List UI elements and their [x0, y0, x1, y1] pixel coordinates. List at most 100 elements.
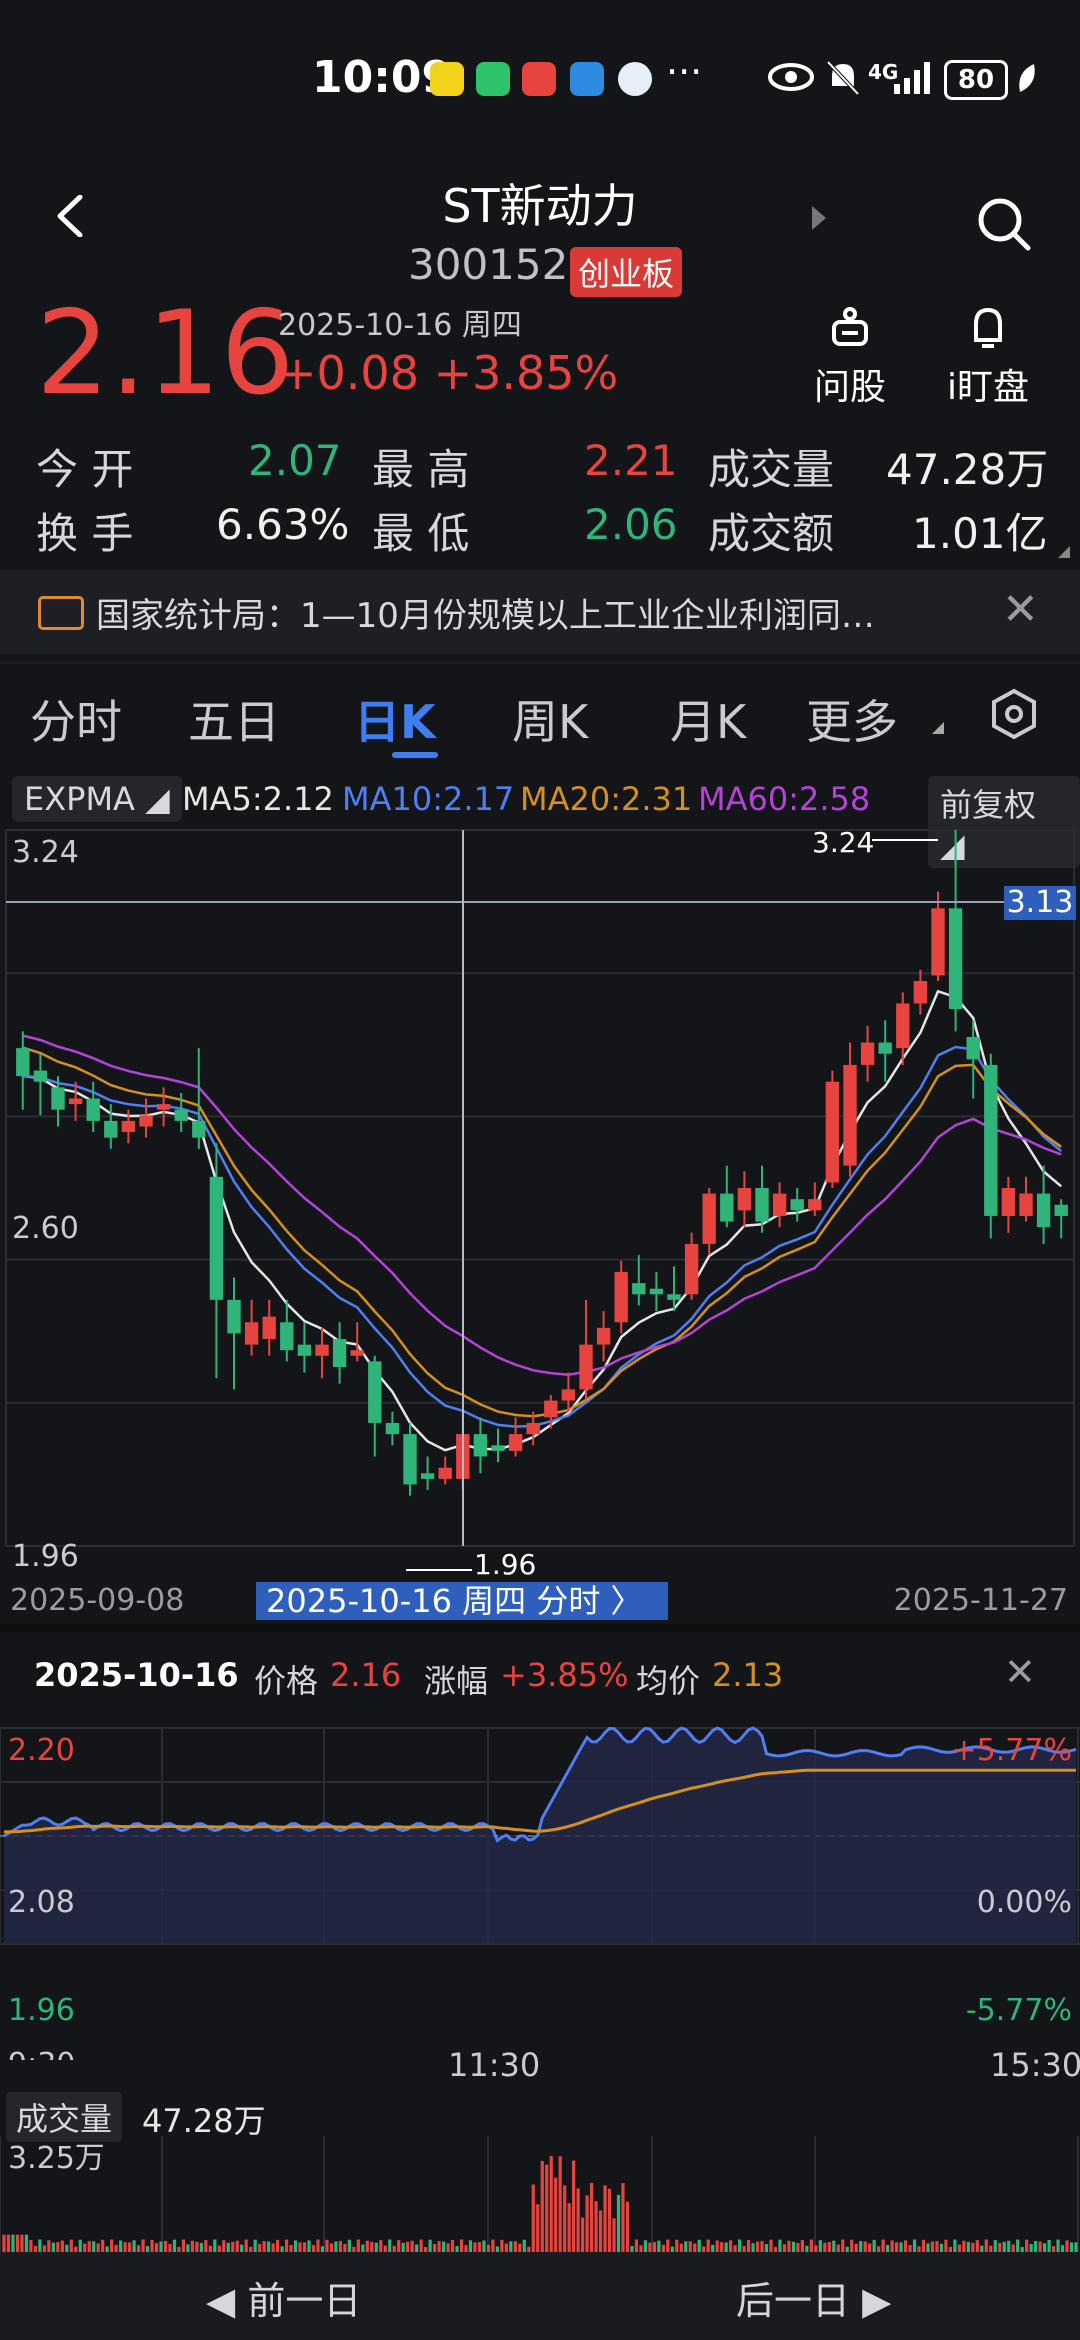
volume-bar: [231, 2241, 235, 2252]
intraday-chart[interactable]: 2.20 2.08 1.96 +5.77% 0.00% -5.77% 9:30: [0, 1720, 1080, 2060]
candle-body: [368, 1361, 382, 1423]
volume-bar: [868, 2243, 872, 2252]
high-label: 最 高: [372, 445, 470, 494]
volume-bar: [24, 2234, 29, 2252]
expand-corner-icon[interactable]: [1058, 546, 1070, 558]
volume-bar: [643, 2240, 648, 2252]
volume-bar: [737, 2239, 742, 2252]
ma20-value: MA20:2.31: [520, 780, 693, 818]
adjust-select[interactable]: 前复权 ◢: [928, 776, 1080, 868]
divider: [0, 1624, 1080, 1632]
intraday-change-label: 涨幅: [424, 1662, 489, 1700]
volume-bar: [244, 2239, 248, 2252]
candle-body: [790, 1199, 804, 1211]
settings-icon[interactable]: [988, 688, 1040, 740]
candle-body: [720, 1193, 734, 1222]
volume-bar: [760, 2240, 764, 2252]
volume-bar: [293, 2240, 298, 2252]
tab-weekly-k[interactable]: 周K: [512, 695, 589, 749]
volume-bar: [540, 2160, 544, 2252]
back-icon[interactable]: [50, 195, 92, 237]
ask-stock-label: 问股: [813, 367, 886, 408]
volume-bar: [29, 2240, 33, 2252]
crosshair-date-label[interactable]: 2025-10-16 周四 分时 〉: [266, 1582, 643, 1620]
volume-bar: [724, 2242, 728, 2252]
volume-bar: [872, 2239, 876, 2252]
volume-bar: [83, 2243, 87, 2252]
volume-bar: [827, 2241, 831, 2252]
volume-bar: [729, 2240, 733, 2252]
volume-bar: [464, 2245, 468, 2252]
candle-body: [244, 1322, 259, 1345]
next-stock-icon[interactable]: [812, 206, 826, 230]
open-value: 2.07: [248, 436, 342, 485]
y-left-low: 1.96: [8, 1993, 75, 2028]
volume-bar: [177, 2247, 181, 2252]
search-icon[interactable]: [976, 196, 1032, 252]
volume-bar: [33, 2245, 37, 2252]
next-day-button[interactable]: 后一日 ▶: [736, 2279, 892, 2323]
volume-bar: [720, 2242, 724, 2252]
volume-bar: [213, 2239, 217, 2252]
x-label-start: 2025-09-08: [10, 1583, 184, 1618]
candle-body: [350, 1350, 364, 1356]
news-text[interactable]: 国家统计局：1—10月份规模以上工业企业利润同…: [96, 596, 875, 636]
volume-bar: [136, 2245, 141, 2252]
volume-bar: [119, 2240, 123, 2252]
volume-bar: [778, 2239, 782, 2252]
volume-bar: [980, 2245, 984, 2252]
candle-body: [614, 1271, 628, 1323]
eye-icon: [768, 63, 814, 91]
ask-stock-button[interactable]: 问股: [790, 306, 910, 410]
adjust-label: 前复权: [940, 786, 1037, 824]
bell-icon: [974, 307, 1002, 348]
volume-bar: [432, 2244, 437, 2252]
candle-body: [931, 908, 945, 976]
news-banner[interactable]: [0, 570, 1080, 654]
prev-day-label: 前一日: [247, 2279, 362, 2323]
close-intraday-icon[interactable]: ✕: [1004, 1650, 1036, 1694]
close-icon[interactable]: ✕: [1002, 584, 1039, 635]
tab-daily-k[interactable]: 日K: [354, 695, 436, 749]
intraday-avg-label: 均价: [636, 1662, 701, 1700]
amount-value: 1.01亿: [912, 509, 1048, 558]
candle-body: [948, 908, 963, 1009]
volume-bar: [51, 2242, 55, 2252]
volume-bar: [468, 2240, 473, 2252]
tab-intraday[interactable]: 分时: [30, 695, 122, 749]
volume-bar: [208, 2245, 212, 2252]
candle-body: [68, 1098, 83, 1105]
prev-day-button[interactable]: ◀ 前一日: [206, 2279, 362, 2323]
watch-button[interactable]: i盯盘: [928, 306, 1048, 410]
volume-bar: [226, 2242, 230, 2252]
volume-indicator-select[interactable]: 成交量: [6, 2092, 123, 2142]
volume-bar: [755, 2241, 760, 2252]
volume-bar: [123, 2242, 127, 2252]
indicator-select[interactable]: EXPMA ◢: [12, 776, 182, 822]
volume-bar: [616, 2194, 621, 2252]
candle-body: [139, 1115, 153, 1127]
volume-bar: [42, 2245, 46, 2252]
kline-chart[interactable]: 3.13 3.24 2.60 1.96 3.24 1.96 2025-09-08…: [0, 826, 1080, 1636]
crosshair-date-button[interactable]: [256, 1582, 668, 1620]
volume-bar: [814, 2245, 818, 2252]
tab-monthly-k[interactable]: 月K: [670, 695, 747, 749]
volume-bar: [240, 2244, 244, 2252]
volume-bar: [666, 2239, 670, 2252]
volume-bar: [576, 2188, 580, 2252]
volume-bar: [276, 2239, 280, 2252]
volume-bar: [168, 2244, 172, 2252]
tab-five-day[interactable]: 五日: [188, 695, 280, 749]
ma60-line: [22, 1034, 1062, 1376]
candle-body: [86, 1098, 100, 1121]
volume-bar: [841, 2239, 845, 2252]
volume-bar: [38, 2239, 42, 2252]
candle-body: [332, 1339, 347, 1367]
volume-bar: [764, 2244, 769, 2252]
tab-more[interactable]: 更多: [806, 695, 898, 749]
volume-bar: [172, 2239, 177, 2252]
candle-body: [473, 1434, 488, 1457]
candle-body: [825, 1081, 840, 1183]
volume-bar: [441, 2241, 446, 2252]
volume-bar: [65, 2244, 69, 2252]
